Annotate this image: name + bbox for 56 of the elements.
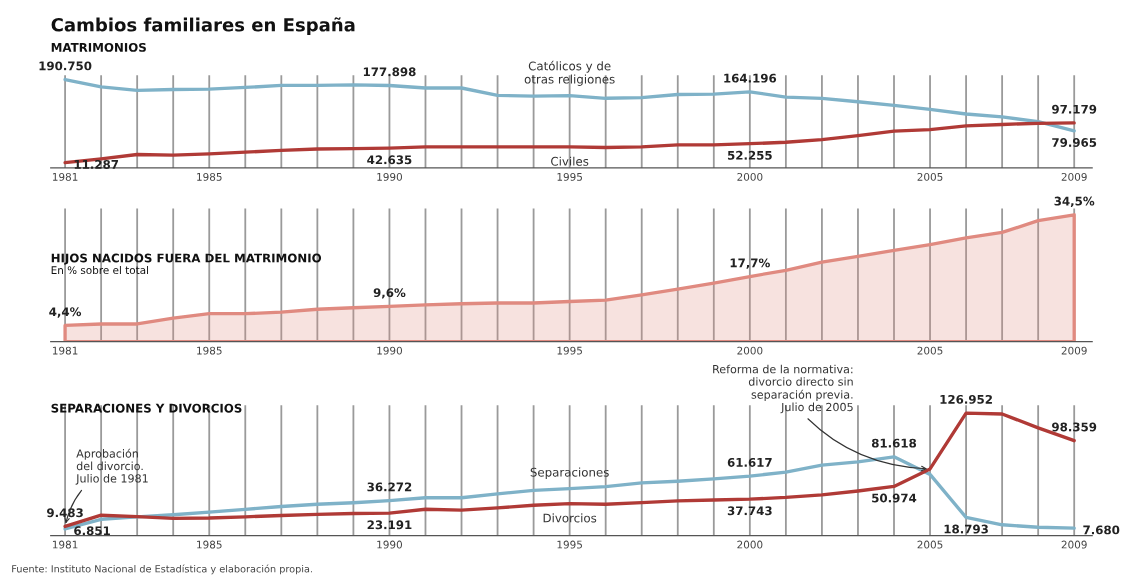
data-label: 164.196 xyxy=(724,73,777,83)
data-label: 9,6% xyxy=(373,288,406,299)
x-tick-label: 2000 xyxy=(737,172,763,181)
annotation: Aprobación del divorcio. Julio de 1981 xyxy=(75,448,148,485)
x-tick-label: 1981 xyxy=(52,346,78,355)
data-label: 37.743 xyxy=(727,506,772,516)
data-label: 81.618 xyxy=(871,438,917,448)
data-label: 7.680 xyxy=(1083,525,1120,535)
data-label: 50.974 xyxy=(872,493,917,503)
text: HIJOS NACIDOS FUERA DEL MATRIMONIO xyxy=(51,253,322,265)
x-tick-label: 2005 xyxy=(917,172,943,181)
chart-subtitle: MATRIMONIOS xyxy=(51,42,146,52)
x-tick-label: 2009 xyxy=(1061,172,1087,181)
data-label: 34,5% xyxy=(1054,196,1095,208)
x-tick-label: 1995 xyxy=(557,172,582,181)
x-tick-label: 1990 xyxy=(377,540,403,549)
data-label: 79.965 xyxy=(1052,138,1097,147)
chart-title: Cambios familiares en España xyxy=(51,17,355,36)
data-label: 98.359 xyxy=(1052,422,1097,432)
x-tick-label: 2009 xyxy=(1061,346,1087,355)
chart-title: SEPARACIONES Y DIVORCIOS xyxy=(51,403,242,413)
data-label: 23.191 xyxy=(367,520,412,530)
series-label: Católicos y de otras religiones xyxy=(524,60,615,86)
data-label: 6.851 xyxy=(74,526,110,536)
x-tick-label: 1981 xyxy=(52,540,78,549)
x-tick-label: 1990 xyxy=(377,346,403,355)
x-tick-label: 1995 xyxy=(557,346,582,355)
data-label: 11.287 xyxy=(74,159,119,169)
data-label: 97.179 xyxy=(1052,104,1097,114)
data-label: 4,4% xyxy=(49,307,82,318)
x-tick-label: 2005 xyxy=(917,540,943,549)
data-label: 190.750 xyxy=(39,61,92,71)
source-note: Fuente: Instituto Nacional de Estadística y elaboración propia. xyxy=(12,564,312,575)
x-tick-label: 1981 xyxy=(52,172,78,181)
x-tick-label: 1985 xyxy=(197,540,222,549)
data-label: 61.617 xyxy=(727,457,772,467)
series-label: Civiles xyxy=(551,156,589,166)
x-tick-label: 2000 xyxy=(737,540,763,549)
x-tick-label: 2009 xyxy=(1061,540,1087,549)
data-label: 36.272 xyxy=(367,482,412,492)
data-label: 126.952 xyxy=(940,394,992,404)
x-tick-label: 1995 xyxy=(557,540,582,549)
data-label: 52.255 xyxy=(727,150,772,160)
x-tick-label: 2000 xyxy=(737,346,763,355)
x-tick-label: 1985 xyxy=(197,172,222,181)
data-label: 17,7% xyxy=(730,258,770,269)
series-label: Separaciones xyxy=(530,467,609,479)
text: En % sobre el total xyxy=(51,265,149,275)
series-label: Divorcios xyxy=(543,513,597,523)
x-tick-label: 1990 xyxy=(377,172,403,181)
data-label: 42.635 xyxy=(367,155,412,165)
annotation: Reforma de la normativa: divorcio directo sin separación previa. Julio de 2005 xyxy=(713,364,853,414)
data-label: 177.898 xyxy=(363,67,416,77)
x-tick-label: 2005 xyxy=(917,346,943,355)
data-label: 18.793 xyxy=(944,524,988,534)
x-tick-label: 1985 xyxy=(197,346,222,355)
